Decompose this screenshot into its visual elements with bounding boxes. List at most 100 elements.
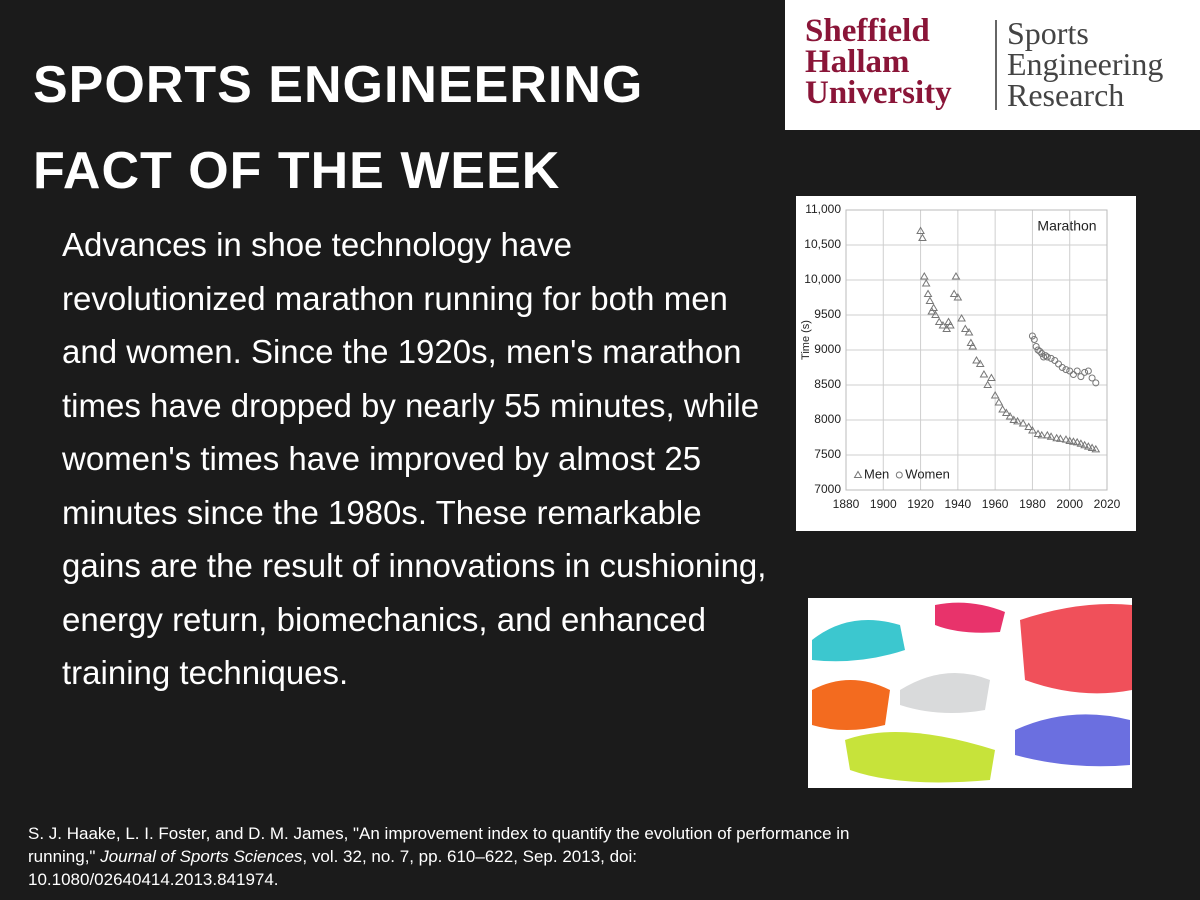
point [1066,367,1074,375]
title: SPORTS ENGINEERING FACT OF THE WEEK [33,42,643,214]
point [1069,437,1078,445]
point [916,226,925,234]
logo-line: Sheffield [805,13,930,49]
point [1051,357,1059,364]
legend-symbol [853,470,863,478]
point [919,272,929,280]
chart-annotation: Marathon [1037,218,1096,234]
point [951,272,961,280]
point [1043,353,1051,361]
point [934,317,944,325]
point [1013,416,1022,425]
plot-frame [845,209,1108,491]
point [957,314,966,322]
point [1041,352,1049,360]
point [1047,354,1055,362]
x-tick-label: 1920 [907,497,934,511]
shoe [1015,714,1130,767]
point [1005,412,1015,420]
logo-line: Research [1007,77,1125,113]
point [1062,366,1070,374]
legend-label: Women [905,466,950,481]
point [987,373,996,381]
point [979,370,989,378]
x-tick-label: 1880 [833,497,860,511]
x-tick-label: 1900 [870,497,897,511]
logo: Sheffield Hallam University Sports Engin… [785,0,1200,130]
x-tick-label: 2020 [1094,497,1121,511]
point [983,380,993,388]
title-line: SPORTS ENGINEERING [33,56,644,114]
chart-background [796,196,1136,531]
title-line: FACT OF THE WEEK [33,142,561,200]
point [1028,332,1036,340]
point [964,328,974,336]
point [929,303,938,311]
logo-line: Engineering [1007,46,1164,82]
y-tick-label: 9000 [814,342,841,356]
point [949,289,959,297]
point [923,289,933,297]
y-tick-label: 7500 [814,447,841,461]
y-tick-label: 8000 [814,412,841,426]
citation-text: S. J. Haake, L. I. Foster, and D. M. Jam… [28,824,850,866]
point [1028,426,1037,434]
point [946,321,955,329]
point [1034,346,1042,354]
journal: Journal of Sports Sciences [100,847,303,866]
x-tick-label: 1960 [982,497,1009,511]
point [1046,432,1056,440]
point [1080,440,1090,449]
point [1088,374,1096,382]
point [925,296,935,304]
y-tick-label: 8500 [814,377,841,391]
citation: S. J. Haake, L. I. Foster, and D. M. Jam… [28,822,858,891]
point [1042,430,1052,439]
x-tick-label: 1980 [1019,497,1046,511]
point [1084,367,1092,375]
point [1069,371,1077,378]
point [1033,429,1043,437]
point [972,356,981,364]
body-text: Advances in shoe technology have revolut… [62,226,767,691]
point [1037,430,1047,439]
logo-line: University [805,75,952,111]
point [1072,437,1082,446]
point [1081,368,1089,376]
logo-divider [995,20,997,110]
point [1009,415,1019,423]
point [1024,422,1034,430]
point [1036,347,1044,355]
y-tick-label: 7000 [814,482,841,496]
point [990,391,1000,399]
point [1038,350,1046,357]
point [1032,343,1040,350]
point [1055,360,1063,368]
y-tick-label: 10,500 [804,237,841,251]
point [1061,435,1071,443]
point [960,324,970,332]
shoe [1020,604,1132,694]
y-axis-label: Time (s) [800,320,812,360]
point [953,293,963,301]
point [1040,353,1048,361]
x-tick-label: 1940 [945,497,972,511]
y-tick-label: 11,000 [805,202,841,216]
y-tick-label: 9500 [814,307,841,321]
university-name: Sheffield Hallam University [805,13,952,111]
point [1073,367,1081,375]
logo-line: Sports [1007,15,1089,51]
point [921,279,931,287]
point [975,359,985,367]
point [1056,434,1065,442]
point [994,398,1004,406]
point [918,233,927,241]
point [968,342,978,350]
y-tick-label: 10,000 [804,272,841,286]
legend-symbol [895,471,903,479]
point [1030,336,1038,343]
point [1076,439,1086,447]
